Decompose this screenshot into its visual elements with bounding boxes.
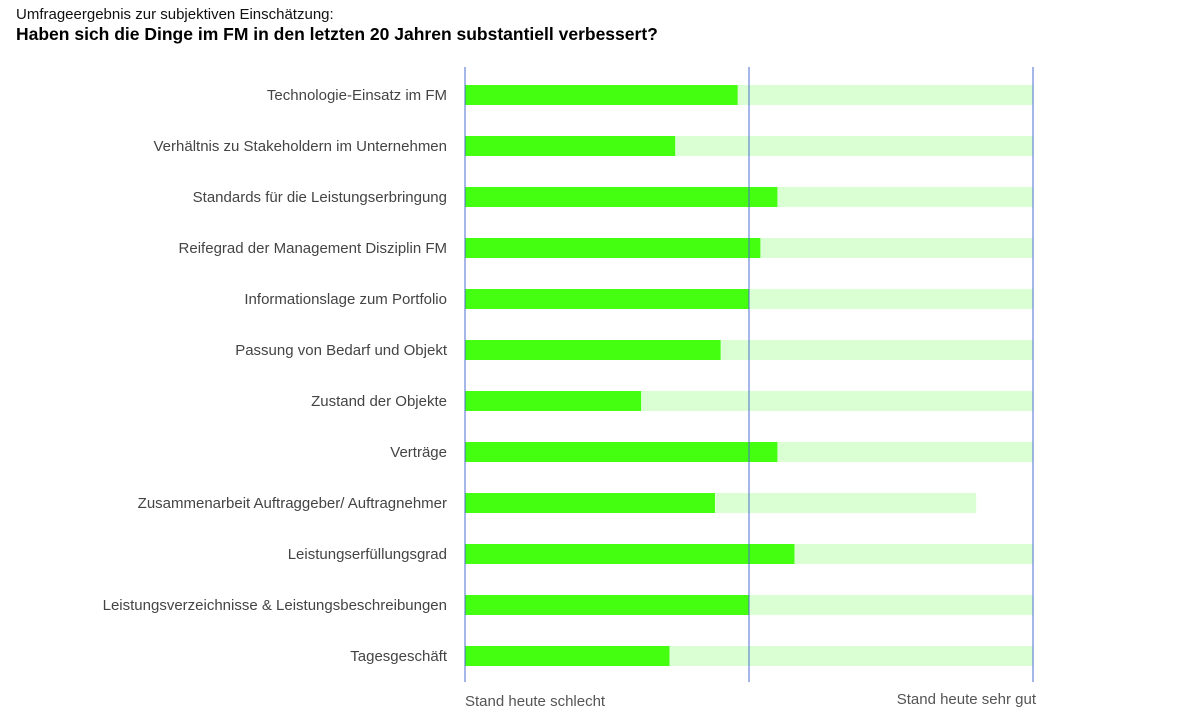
reference-lines (464, 67, 1034, 682)
value-bar (465, 289, 749, 309)
category-label: Leistungsverzeichnisse & Leistungsbeschr… (103, 597, 447, 614)
category-label: Verträge (390, 444, 447, 461)
value-bar (465, 391, 642, 411)
category-label: Technologie-Einsatz im FM (267, 87, 447, 104)
value-bar (465, 136, 676, 156)
category-label: Zusammenarbeit Auftraggeber/ Auftragnehm… (138, 495, 447, 512)
category-label: Reifegrad der Management Disziplin FM (179, 240, 447, 257)
value-bar (465, 544, 795, 564)
category-label: Passung von Bedarf und Objekt (235, 342, 448, 359)
value-bar (465, 85, 738, 105)
value-bar (465, 493, 715, 513)
axis-label-left: Stand heute schlecht (465, 693, 606, 710)
value-bar (465, 340, 721, 360)
category-label: Leistungserfüllungsgrad (288, 546, 447, 563)
value-bar (465, 442, 778, 462)
category-label: Tagesgeschäft (350, 648, 448, 665)
value-bar (465, 187, 778, 207)
axis-label-right: Stand heute sehr gut (897, 691, 1037, 708)
category-label: Informationslage zum Portfolio (244, 291, 447, 308)
category-labels: Technologie-Einsatz im FM Verhältnis zu S… (103, 87, 448, 665)
value-bar (465, 646, 670, 666)
chart-subtitle: Umfrageergebnis zur subjektiven Einschät… (16, 6, 334, 23)
value-bar (465, 595, 749, 615)
category-label: Zustand der Objekte (311, 393, 447, 410)
value-bars (465, 85, 795, 666)
category-label: Standards für die Leistungserbringung (193, 189, 447, 206)
chart-title: Haben sich die Dinge im FM in den letzte… (16, 24, 658, 44)
category-label: Verhältnis zu Stakeholdern im Unternehme… (154, 138, 448, 155)
value-bar (465, 238, 761, 258)
